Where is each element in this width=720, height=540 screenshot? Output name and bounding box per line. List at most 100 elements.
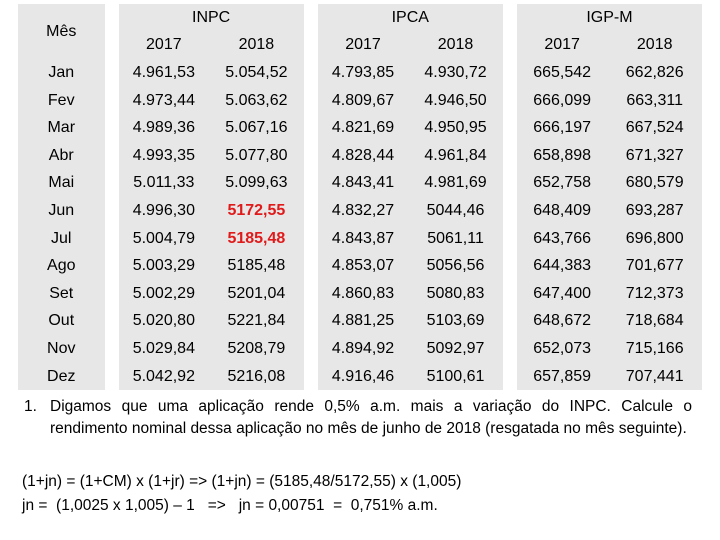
igpm-2017-cell: 643,766 — [516, 224, 608, 253]
ipca-2017-cell: 4.828,44 — [317, 141, 409, 170]
table-row: Nov 5.029,84 5208,79 4.894,92 5092,97 652,073… — [18, 335, 702, 363]
inpc-2018-cell: 5.063,62 — [209, 86, 304, 115]
ipca-2018-cell: 4.950,95 — [408, 114, 503, 142]
inpc-2018-cell: 5.067,16 — [209, 114, 304, 142]
ipca-2017-cell: 4.793,85 — [317, 59, 409, 87]
ipca-2018-cell: 4.946,50 — [408, 86, 503, 115]
table-row: Ago 5.003,29 5185,48 4.853,07 5056,56 644,383… — [18, 252, 702, 280]
table-row: Abr 4.993,35 5.077,80 4.828,44 4.961,84 658,8… — [18, 141, 702, 170]
inpc-2017-cell: 4.989,36 — [118, 114, 210, 142]
inpc-2017-cell: 5.002,29 — [118, 279, 210, 308]
month-cell: Jul — [18, 224, 105, 253]
igpm-2017-cell: 652,758 — [516, 169, 608, 198]
ipca-2018-cell: 5044,46 — [408, 197, 503, 225]
ipca-2018-cell: 4.961,84 — [408, 141, 503, 170]
inpc-2018-cell: 5216,08 — [209, 362, 304, 391]
ipca-2018-cell: 4.930,72 — [408, 59, 503, 87]
table-row: Jul 5.004,79 5185,48 4.843,87 5061,11 643,766… — [18, 224, 702, 253]
table-row: Mai 5.011,33 5.099,63 4.843,41 4.981,69 652,7… — [18, 169, 702, 198]
igpm-2018-cell: 671,327 — [607, 141, 702, 170]
ipca-2018-cell: 5061,11 — [408, 224, 503, 253]
inpc-2018-cell: 5201,04 — [209, 279, 304, 308]
ipca-2017-cell: 4.860,83 — [317, 279, 409, 308]
year-header-row: 2017 2018 2017 2018 2017 2018 — [18, 31, 702, 60]
igpm-2018-cell: 696,800 — [607, 224, 702, 253]
ipca-2018-cell: 5100,61 — [408, 362, 503, 391]
igpm-year-2017: 2017 — [516, 31, 608, 60]
igpm-2018-cell: 680,579 — [607, 169, 702, 198]
inpc-2018-cell: 5172,55 — [209, 197, 304, 225]
group-header-row: Mês INPC IPCA IGP-M — [18, 4, 702, 391]
igpm-header: IGP-M — [516, 4, 702, 32]
inpc-2017-cell: 5.029,84 — [118, 335, 210, 363]
question-text: Digamos que uma aplicação rende 0,5% a.m… — [50, 398, 692, 437]
month-cell: Fev — [18, 86, 105, 115]
igpm-year-2018: 2018 — [607, 31, 702, 60]
igpm-2018-cell: 662,826 — [607, 59, 702, 87]
igpm-2018-cell: 701,677 — [607, 252, 702, 280]
inpc-2018-cell: 5185,48 — [209, 224, 304, 253]
table-row: Mar 4.989,36 5.067,16 4.821,69 4.950,95 666,1… — [18, 114, 702, 142]
table-row: Out 5.020,80 5221,84 4.881,25 5103,69 648,672… — [18, 307, 702, 336]
ipca-2017-cell: 4.881,25 — [317, 307, 409, 336]
month-cell: Mai — [18, 169, 105, 198]
ipca-2017-cell: 4.832,27 — [317, 197, 409, 225]
ipca-2018-cell: 5092,97 — [408, 335, 503, 363]
inpc-2017-cell: 5.042,92 — [118, 362, 210, 391]
ipca-2017-cell: 4.809,67 — [317, 86, 409, 115]
inpc-2018-cell: 5.054,52 — [209, 59, 304, 87]
month-cell: Set — [18, 279, 105, 308]
inpc-2018-cell: 5.099,63 — [209, 169, 304, 198]
ipca-2017-cell: 4.821,69 — [317, 114, 409, 142]
igpm-2017-cell: 648,672 — [516, 307, 608, 336]
question-number: 1. — [24, 398, 37, 415]
month-cell: Out — [18, 307, 105, 336]
inpc-2017-cell: 4.993,35 — [118, 141, 210, 170]
ipca-2017-cell: 4.916,46 — [317, 362, 409, 391]
igpm-2017-cell: 657,859 — [516, 362, 608, 391]
igpm-2017-cell: 647,400 — [516, 279, 608, 308]
ipca-2018-cell: 5056,56 — [408, 252, 503, 280]
inpc-2018-cell: 5221,84 — [209, 307, 304, 336]
table-row: Jan 4.961,53 5.054,52 4.793,85 4.930,72 665,5… — [18, 59, 702, 87]
igpm-2017-cell: 666,099 — [516, 86, 608, 115]
ipca-2017-cell: 4.853,07 — [317, 252, 409, 280]
inpc-2018-cell: 5208,79 — [209, 335, 304, 363]
month-column-header: Mês — [18, 4, 105, 60]
inflation-index-table: Mês INPC IPCA IGP-M 2017 2018 2017 2018 … — [18, 4, 702, 391]
igpm-2017-cell: 648,409 — [516, 197, 608, 225]
igpm-2018-cell: 712,373 — [607, 279, 702, 308]
month-cell: Dez — [18, 362, 105, 391]
result-line: jn = (1,0025 x 1,005) – 1 => jn = 0,0075… — [22, 497, 438, 514]
table-row: Dez 5.042,92 5216,08 4.916,46 5100,61 657,859… — [18, 362, 702, 391]
month-cell: Jan — [18, 59, 105, 87]
table-row: Set 5.002,29 5201,04 4.860,83 5080,83 647,400… — [18, 279, 702, 308]
igpm-2017-cell: 652,073 — [516, 335, 608, 363]
ipca-2017-cell: 4.843,87 — [317, 224, 409, 253]
inpc-2017-cell: 5.020,80 — [118, 307, 210, 336]
month-cell: Nov — [18, 335, 105, 363]
igpm-2018-cell: 707,441 — [607, 362, 702, 391]
question-block: 1. Digamos que uma aplicação rende 0,5% … — [20, 396, 692, 440]
ipca-2018-cell: 5080,83 — [408, 279, 503, 308]
igpm-2018-cell: 667,524 — [607, 114, 702, 142]
inpc-year-2018: 2018 — [209, 31, 304, 60]
inpc-2017-cell: 5.011,33 — [118, 169, 210, 198]
igpm-2017-cell: 666,197 — [516, 114, 608, 142]
igpm-2017-cell: 644,383 — [516, 252, 608, 280]
igpm-2017-cell: 665,542 — [516, 59, 608, 87]
month-cell: Mar — [18, 114, 105, 142]
igpm-2017-cell: 658,898 — [516, 141, 608, 170]
igpm-2018-cell: 663,311 — [607, 86, 702, 115]
table-row: Fev 4.973,44 5.063,62 4.809,67 4.946,50 666,0… — [18, 86, 702, 115]
inpc-2018-cell: 5.077,80 — [209, 141, 304, 170]
inpc-2018-cell: 5185,48 — [209, 252, 304, 280]
igpm-2018-cell: 693,287 — [607, 197, 702, 225]
month-cell: Abr — [18, 141, 105, 170]
inpc-header: INPC — [118, 4, 304, 32]
igpm-2018-cell: 715,166 — [607, 335, 702, 363]
ipca-2017-cell: 4.894,92 — [317, 335, 409, 363]
ipca-2018-cell: 5103,69 — [408, 307, 503, 336]
inpc-2017-cell: 4.961,53 — [118, 59, 210, 87]
inpc-2017-cell: 4.996,30 — [118, 197, 210, 225]
